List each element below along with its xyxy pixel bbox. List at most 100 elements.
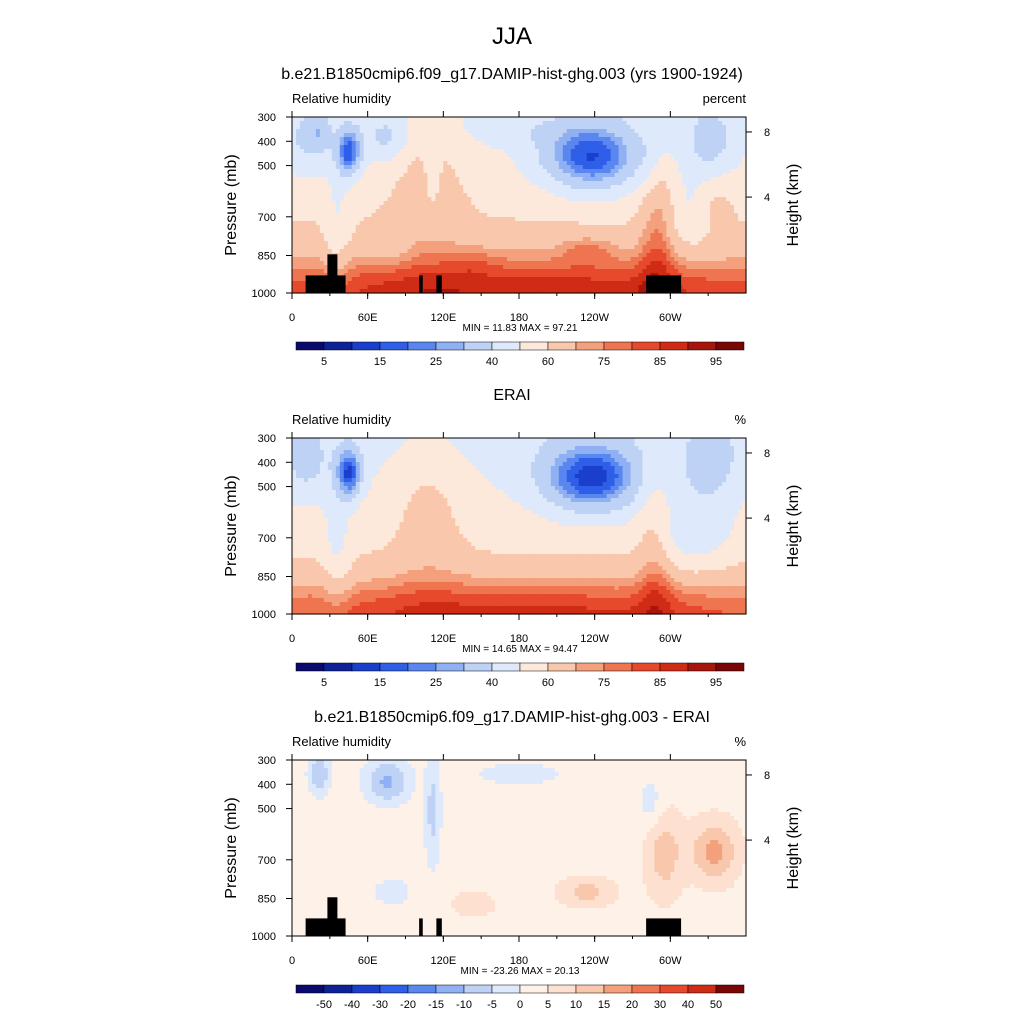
contour-cell: [375, 221, 381, 226]
contour-cell: [594, 277, 600, 282]
contour-cell: [594, 193, 600, 198]
contour-cell: [610, 201, 616, 206]
contour-cell: [403, 181, 409, 186]
contour-cell: [574, 245, 580, 250]
contour-cell: [646, 245, 652, 250]
contour-cell: [379, 165, 385, 170]
contour-cell: [475, 205, 480, 210]
contour-cell: [515, 173, 520, 178]
contour-cell: [718, 193, 723, 198]
contour-cell: [642, 125, 648, 130]
contour-cell: [546, 245, 552, 250]
contour-cell: [463, 253, 468, 258]
contour-cell: [682, 185, 687, 190]
contour-cell: [411, 253, 417, 258]
contour-cell: [515, 205, 520, 210]
contour-cell: [738, 253, 743, 258]
contour-cell: [471, 269, 476, 274]
contour-cell: [515, 141, 520, 146]
contour-cell: [578, 185, 584, 190]
contour-cell: [606, 125, 612, 130]
contour-cell: [662, 209, 667, 214]
contour-cell: [323, 193, 329, 198]
contour-cell: [351, 189, 357, 194]
contour-cell: [702, 201, 707, 206]
contour-cell: [530, 277, 536, 282]
contour-cell: [459, 145, 464, 150]
contour-cell: [487, 225, 492, 230]
contour-cell: [355, 153, 361, 158]
contour-cell: [554, 261, 560, 266]
contour-cell: [598, 193, 604, 198]
contour-cell: [347, 201, 353, 206]
contour-cell: [423, 177, 428, 182]
contour-cell: [646, 253, 652, 258]
contour-cell: [542, 277, 548, 282]
contour-cell: [526, 193, 532, 198]
contour-cell: [295, 249, 301, 254]
contour-cell: [419, 201, 425, 206]
contour-cell: [586, 281, 592, 286]
contour-cell: [602, 189, 608, 194]
contour-cell: [295, 117, 301, 122]
contour-cell: [650, 133, 655, 138]
contour-cell: [347, 221, 353, 226]
contour-cell: [730, 125, 735, 130]
contour-cell: [582, 125, 588, 130]
contour-cell: [363, 201, 369, 206]
contour-cell: [630, 245, 636, 250]
contour-cell: [626, 201, 632, 206]
contour-cell: [503, 177, 508, 182]
contour-cell: [654, 221, 659, 226]
contour-cell: [602, 165, 608, 170]
contour-cell: [734, 217, 739, 222]
contour-cell: [395, 213, 401, 218]
contour-cell: [407, 249, 413, 254]
contour-cell: [339, 249, 345, 254]
contour-cell: [339, 273, 345, 278]
contour-cell: [483, 165, 488, 170]
contour-cell: [522, 117, 528, 122]
contour-cell: [618, 193, 624, 198]
contour-cell: [515, 117, 520, 122]
contour-cell: [439, 233, 444, 238]
contour-cell: [503, 237, 508, 242]
contour-cell: [682, 209, 687, 214]
contour-cell: [690, 237, 695, 242]
contour-cell: [507, 209, 512, 214]
contour-cell: [511, 257, 516, 262]
contour-cell: [654, 157, 659, 162]
contour-cell: [415, 253, 421, 258]
contour-cell: [582, 237, 588, 242]
contour-cell: [686, 165, 691, 170]
contour-cell: [411, 209, 417, 214]
contour-cell: [475, 249, 480, 254]
contour-cell: [722, 233, 727, 238]
contour-cell: [343, 209, 349, 214]
contour-cell: [503, 193, 508, 198]
contour-cell: [415, 277, 421, 282]
contour-cell: [682, 241, 687, 246]
contour-cell: [710, 261, 715, 266]
contour-cell: [726, 129, 731, 134]
contour-cell: [718, 253, 723, 258]
contour-cell: [742, 153, 747, 158]
contour-cell: [694, 261, 699, 266]
contour-cell: [698, 169, 703, 174]
contour-cell: [654, 193, 659, 198]
contour-cell: [726, 205, 731, 210]
contour-cell: [439, 141, 444, 146]
contour-cell: [299, 217, 305, 222]
contour-cell: [379, 197, 385, 202]
contour-cell: [714, 249, 719, 254]
contour-cell: [431, 189, 436, 194]
contour-cell: [363, 145, 369, 150]
contour-cell: [570, 129, 576, 134]
contour-cell: [395, 217, 401, 222]
contour-cell: [455, 285, 460, 290]
contour-cell: [714, 189, 719, 194]
contour-cell: [435, 149, 440, 154]
contour-cell: [566, 257, 572, 262]
contour-cell: [546, 117, 552, 122]
contour-cell: [423, 161, 428, 166]
